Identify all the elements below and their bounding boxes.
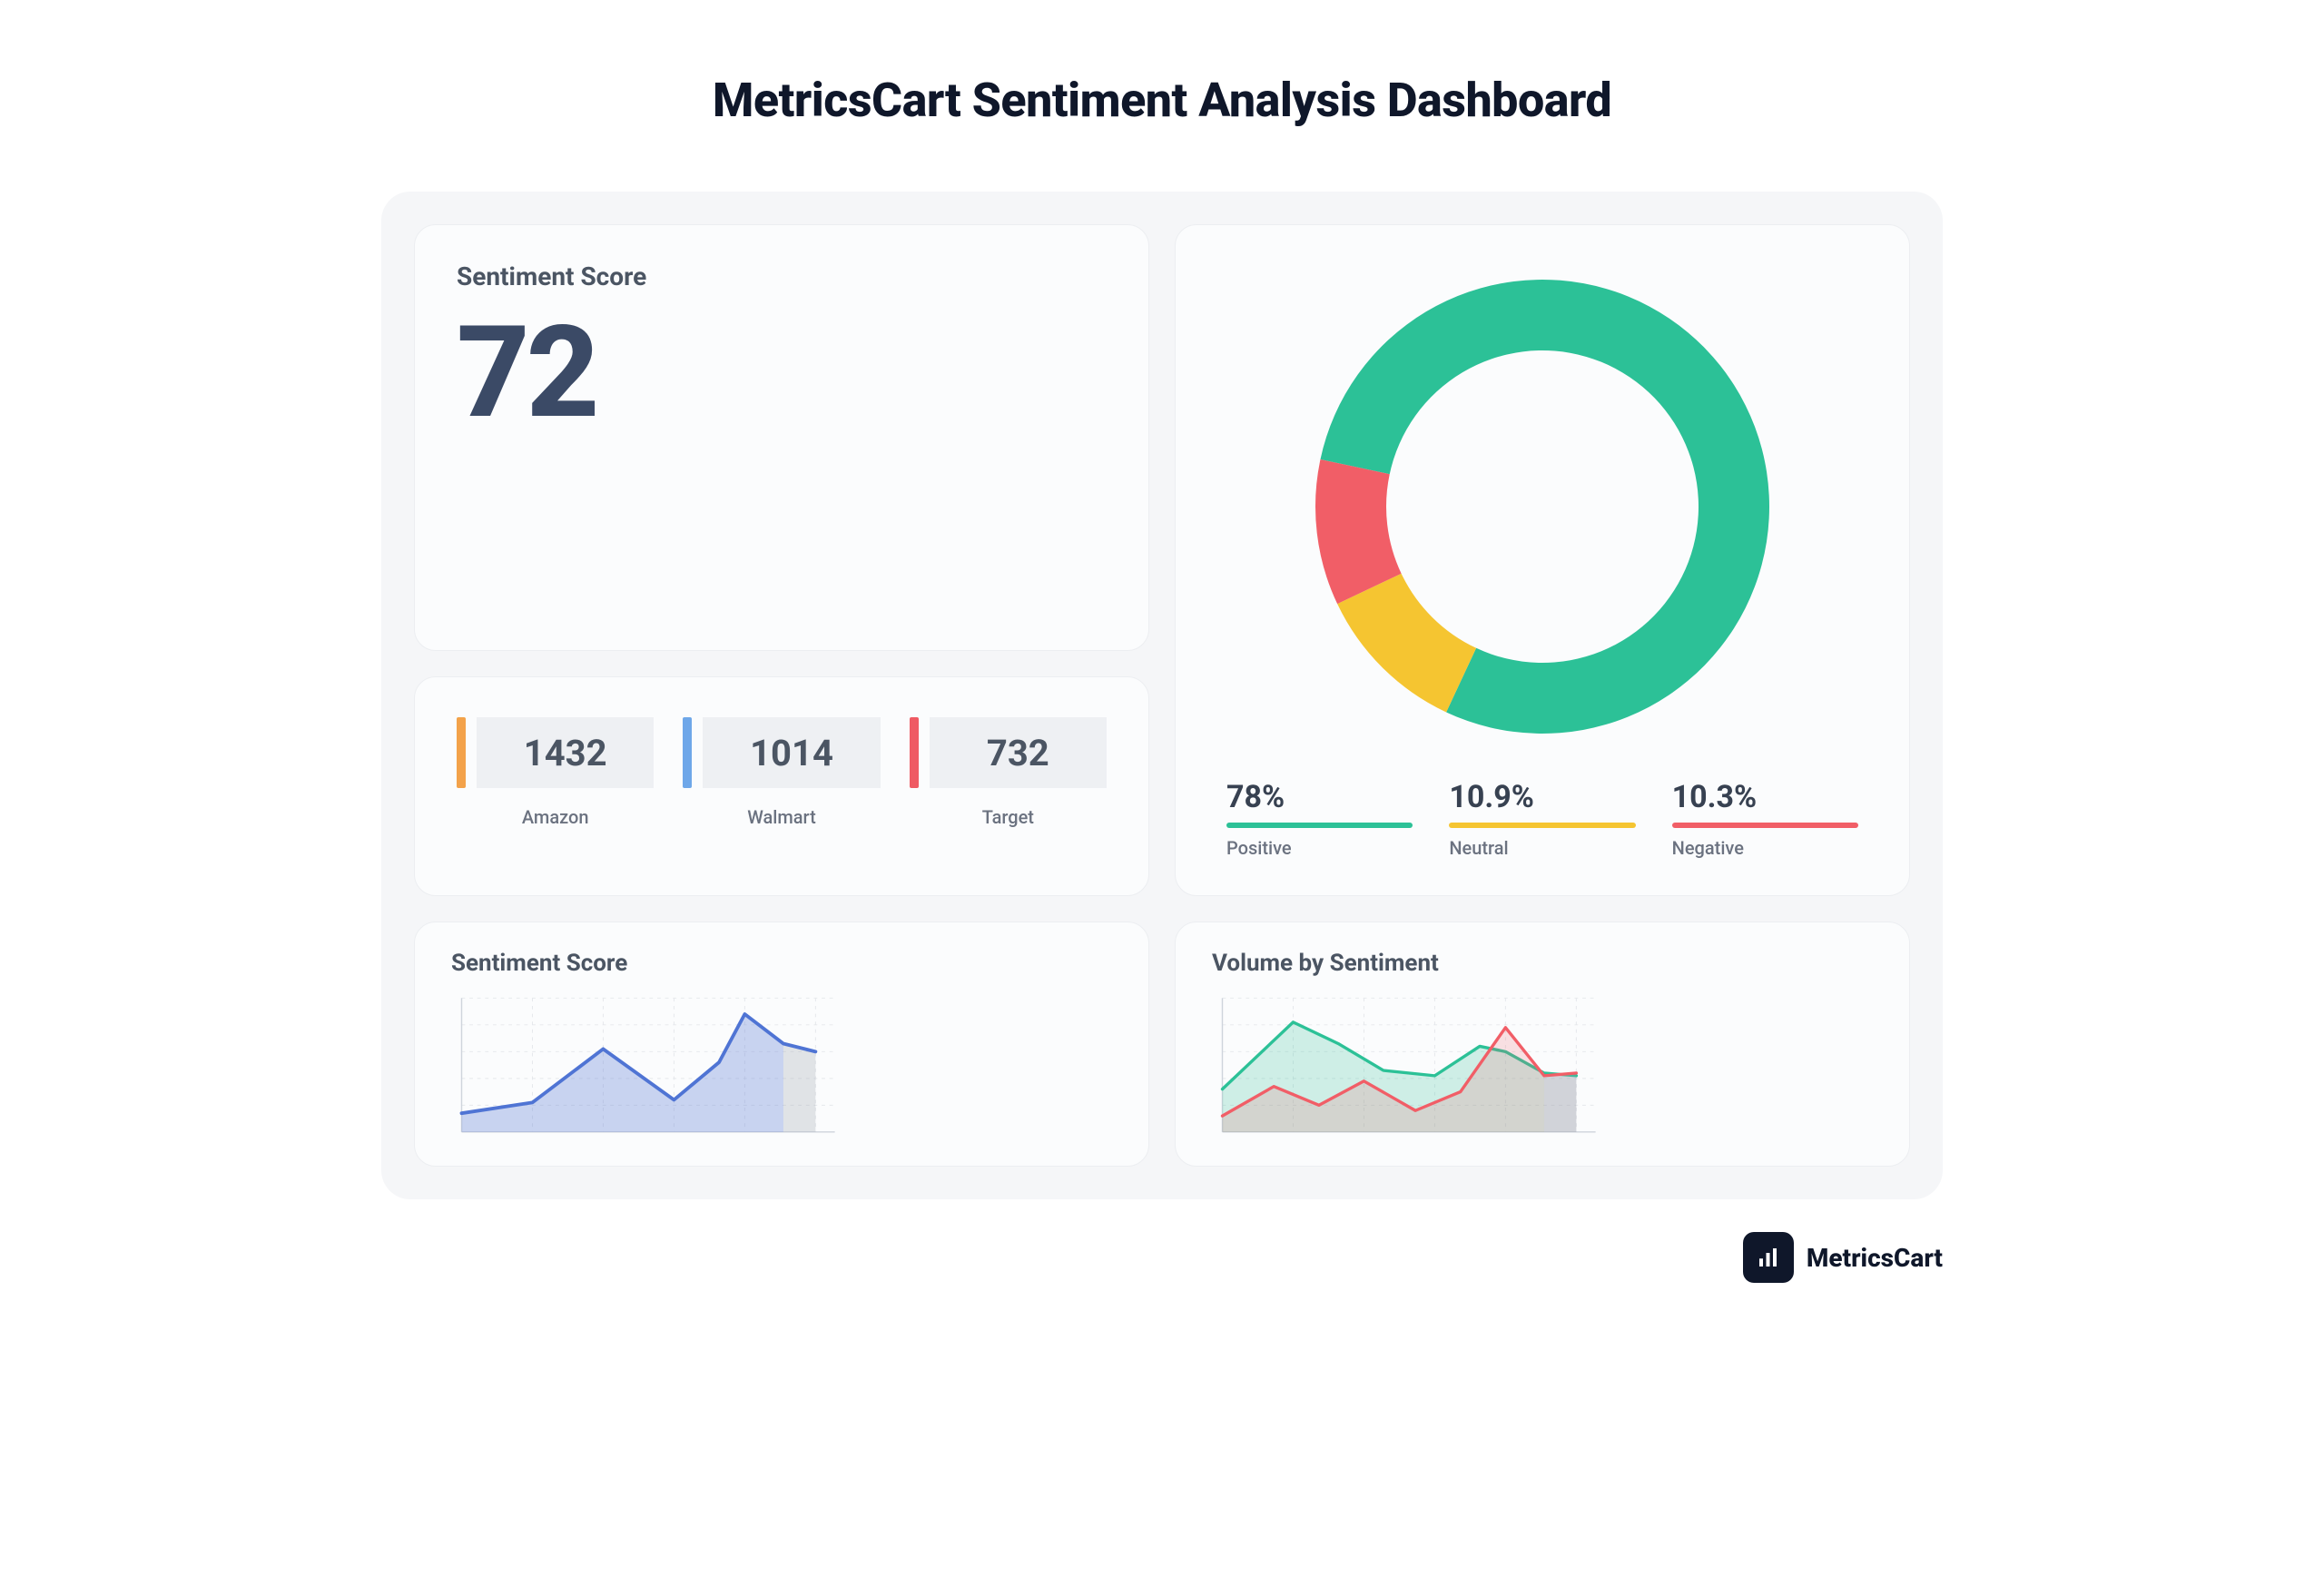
source-color-bar xyxy=(683,717,692,788)
source-value: 1432 xyxy=(524,732,607,774)
donut-legend-item: 10.9% Neutral xyxy=(1449,779,1635,859)
metricscart-logo-icon xyxy=(1743,1232,1794,1283)
source-label: Walmart xyxy=(747,806,816,828)
donut-legend-bar xyxy=(1672,823,1858,828)
donut-legend-label: Negative xyxy=(1672,837,1858,859)
sentiment-score-title: Sentiment Score xyxy=(457,261,1107,291)
sentiment-donut-chart xyxy=(1306,271,1778,743)
source-item: 1014 Walmart xyxy=(683,717,880,828)
sentiment-score-value: 72 xyxy=(457,310,1107,437)
donut-legend-bar xyxy=(1449,823,1635,828)
sentiment-score-chart-card: Sentiment Score xyxy=(414,922,1149,1167)
chart-area-gray xyxy=(783,1043,815,1131)
source-item: 1432 Amazon xyxy=(457,717,654,828)
volume-by-sentiment-chart xyxy=(1212,990,1873,1144)
source-value-box: 1014 xyxy=(703,717,880,788)
volume-chart-title: Volume by Sentiment xyxy=(1212,950,1873,977)
source-color-bar xyxy=(910,717,919,788)
sentiment-score-card: Sentiment Score 72 xyxy=(414,224,1149,651)
donut-legend-label: Positive xyxy=(1226,837,1413,859)
source-value-box: 1432 xyxy=(477,717,654,788)
sources-card: 1432 Amazon 1014 Walmart 732 Target xyxy=(414,676,1149,896)
chart-area-gray xyxy=(1544,1073,1576,1132)
source-label: Target xyxy=(982,806,1034,828)
source-value-box: 732 xyxy=(930,717,1107,788)
source-item: 732 Target xyxy=(910,717,1107,828)
donut-legend-item: 78% Positive xyxy=(1226,779,1413,859)
donut-legend-pct: 10.3% xyxy=(1672,779,1858,815)
sentiment-donut-card: 78% Positive 10.9% Neutral 10.3% Negative xyxy=(1175,224,1910,896)
source-value: 732 xyxy=(987,732,1049,774)
donut-legend-item: 10.3% Negative xyxy=(1672,779,1858,859)
page-title: MetricsCart Sentiment Analysis Dashboard xyxy=(713,73,1611,128)
source-color-bar xyxy=(457,717,466,788)
donut-legend-pct: 10.9% xyxy=(1449,779,1635,815)
brand-name: MetricsCart xyxy=(1807,1243,1943,1273)
brand-footer: MetricsCart xyxy=(381,1232,1943,1283)
sentiment-score-chart-title: Sentiment Score xyxy=(451,950,1112,977)
source-label: Amazon xyxy=(522,806,589,828)
donut-legend-bar xyxy=(1226,823,1413,828)
donut-legend-pct: 78% xyxy=(1226,779,1413,815)
donut-segment-neutral xyxy=(1337,574,1476,713)
volume-chart-card: Volume by Sentiment xyxy=(1175,922,1910,1167)
sentiment-score-chart xyxy=(451,990,1112,1144)
source-value: 1014 xyxy=(750,732,833,774)
dashboard-panel: Sentiment Score 72 1432 Amazon 1014 Walmart… xyxy=(381,192,1943,1199)
donut-legend-label: Neutral xyxy=(1449,837,1635,859)
